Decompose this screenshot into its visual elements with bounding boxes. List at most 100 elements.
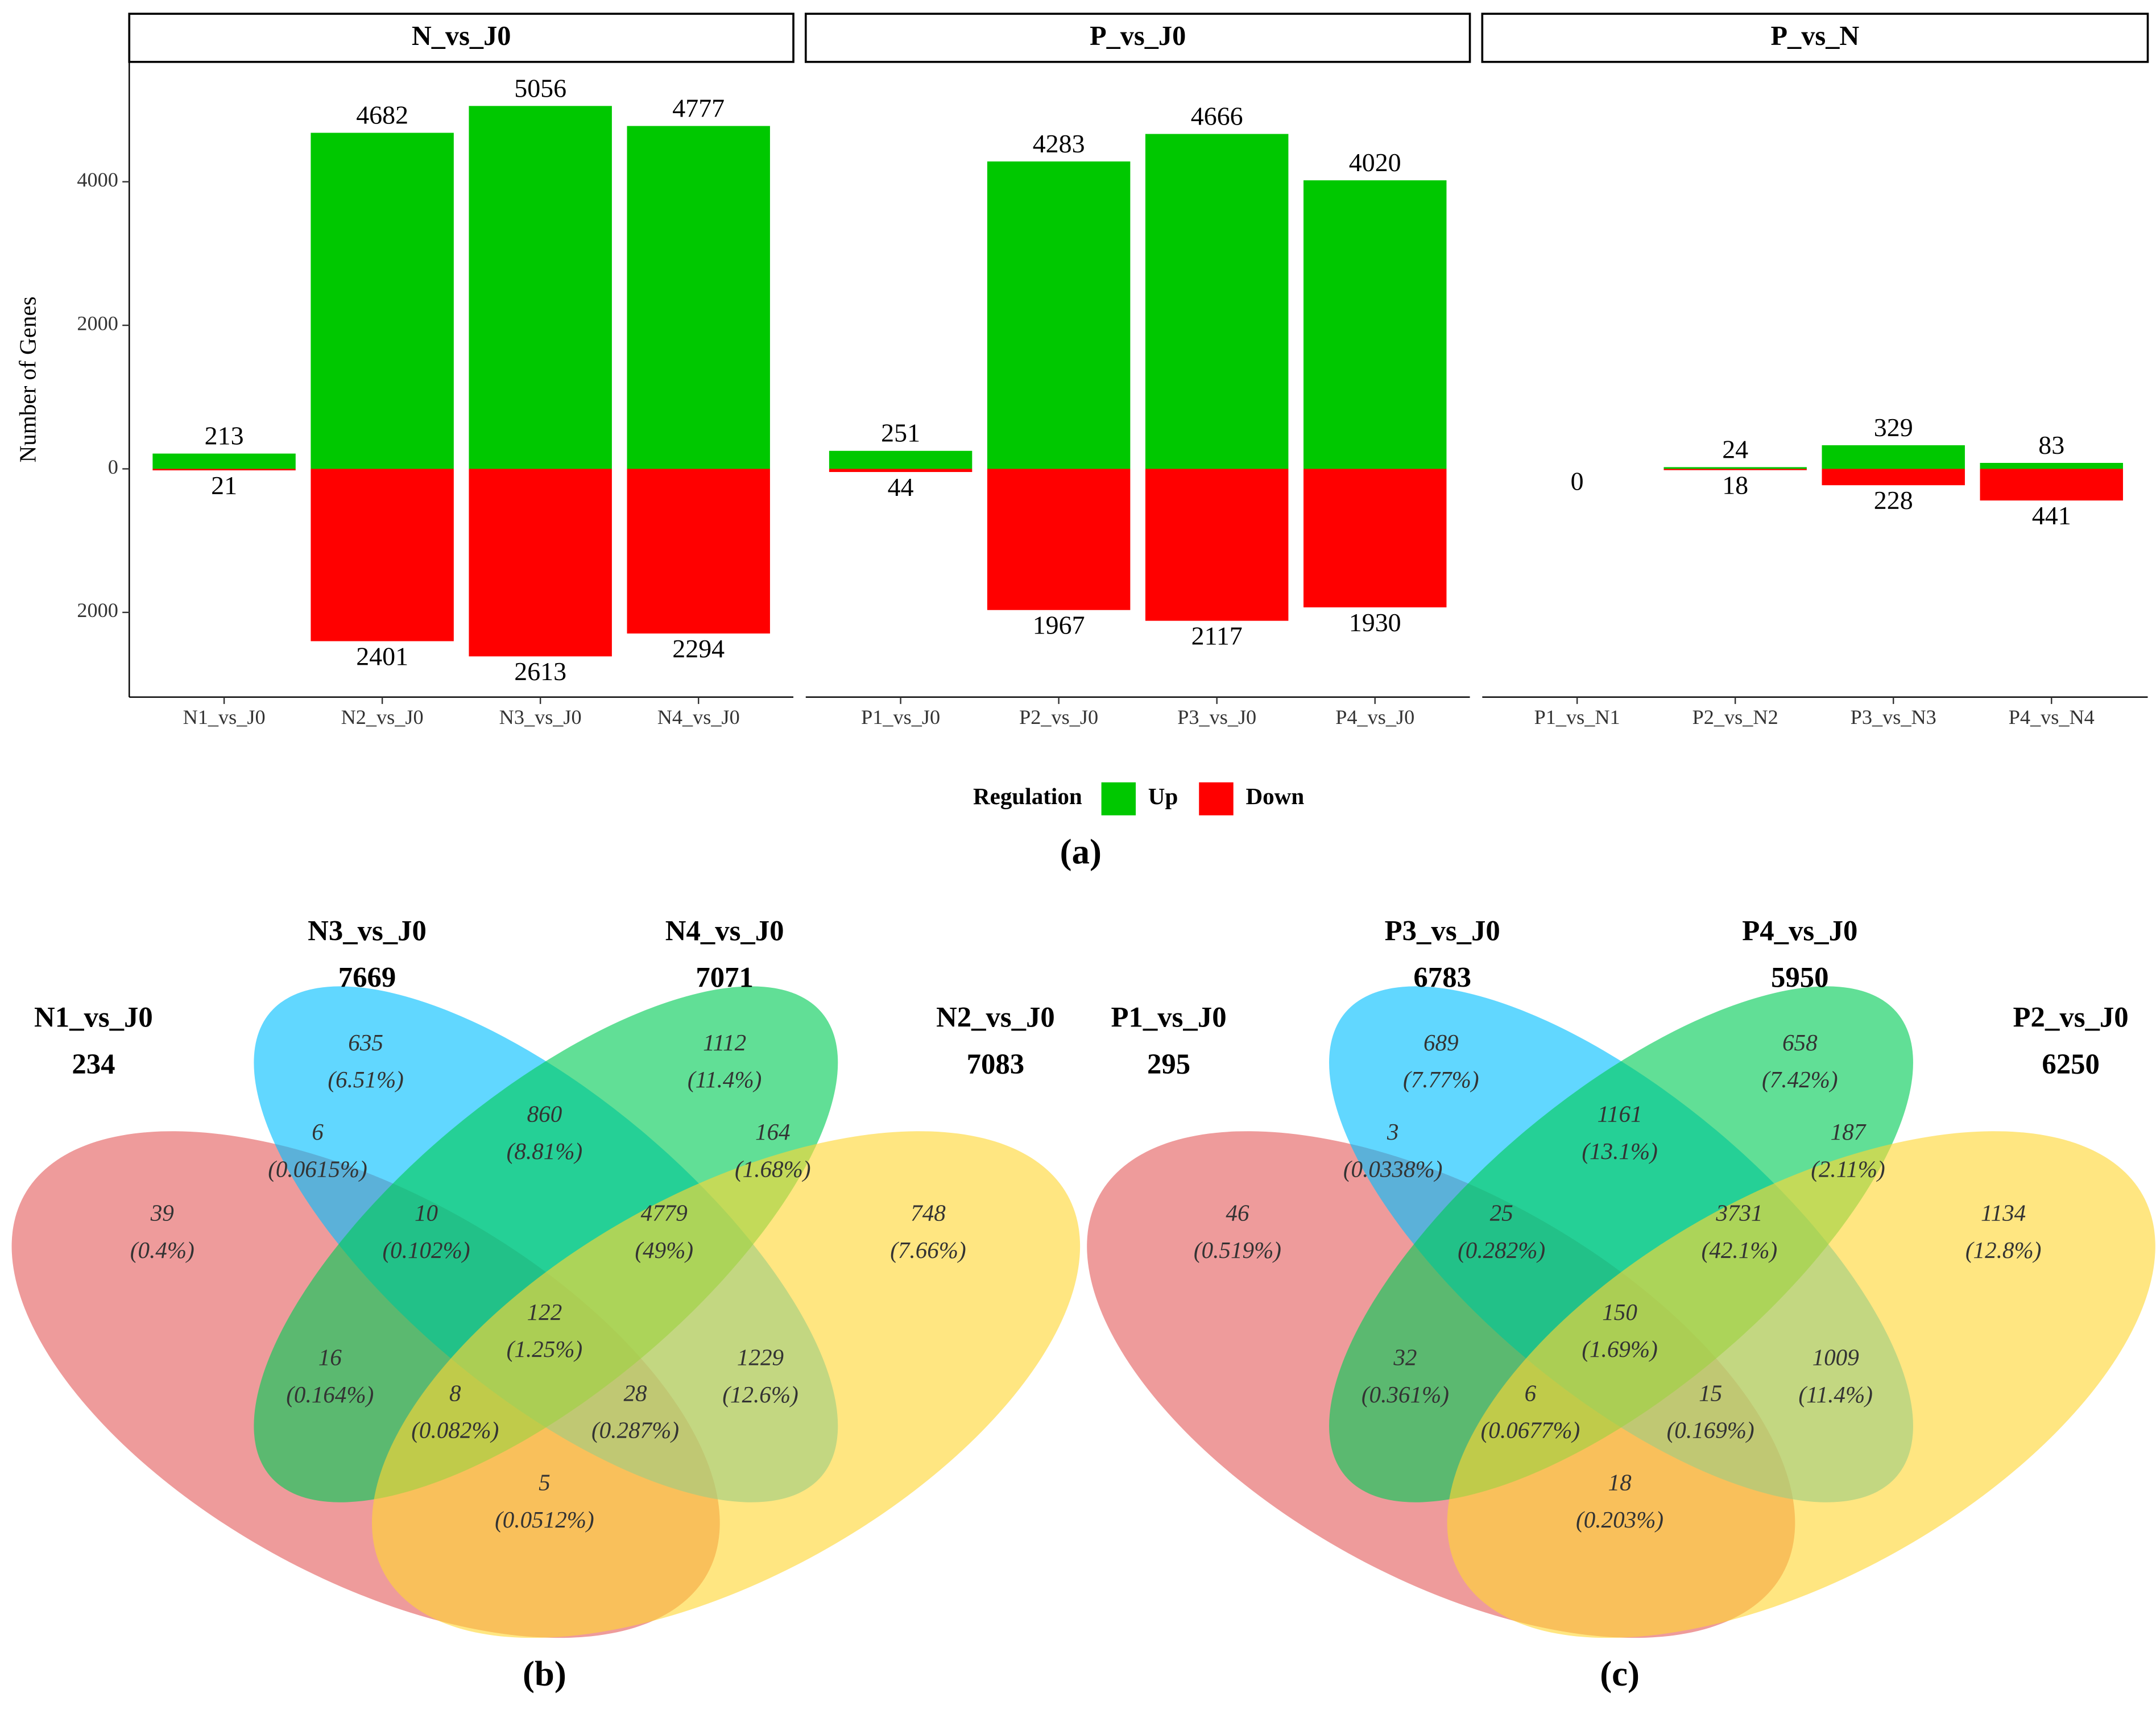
bar bbox=[829, 469, 973, 473]
bar bbox=[829, 450, 973, 469]
value-label: 1967 bbox=[1033, 611, 1085, 640]
set-name: N2_vs_J0 bbox=[936, 1001, 1055, 1033]
legend-swatch bbox=[1199, 782, 1234, 815]
value-label: 24 bbox=[1722, 434, 1748, 463]
set-name: P3_vs_J0 bbox=[1385, 914, 1500, 946]
region-count: 10 bbox=[415, 1200, 438, 1226]
region-percent: (0.203%) bbox=[1576, 1506, 1663, 1533]
x-tick-label: P4_vs_J0 bbox=[1335, 706, 1414, 728]
region-percent: (0.164%) bbox=[286, 1381, 374, 1407]
region-count: 3731 bbox=[1715, 1200, 1762, 1226]
region-percent: (0.519%) bbox=[1194, 1237, 1281, 1263]
value-label: 228 bbox=[1874, 486, 1913, 515]
facet-title: P_vs_J0 bbox=[1090, 21, 1186, 51]
set-total: 7071 bbox=[696, 962, 754, 993]
value-label: 329 bbox=[1874, 413, 1913, 442]
bar bbox=[1822, 445, 1965, 469]
bar bbox=[1822, 469, 1965, 486]
legend-label: Up bbox=[1148, 783, 1178, 809]
region-percent: (12.8%) bbox=[1965, 1237, 2042, 1263]
region-percent: (0.0677%) bbox=[1481, 1417, 1580, 1443]
bar bbox=[1663, 469, 1807, 470]
value-label: 0 bbox=[1571, 467, 1584, 496]
region-percent: (1.25%) bbox=[507, 1336, 583, 1362]
region-count: 25 bbox=[1490, 1200, 1513, 1226]
bar bbox=[1303, 469, 1447, 608]
region-count: 6 bbox=[1525, 1380, 1537, 1406]
region-count: 46 bbox=[1226, 1200, 1249, 1226]
region-count: 4779 bbox=[641, 1200, 688, 1226]
region-percent: (0.082%) bbox=[411, 1417, 499, 1443]
value-label: 4777 bbox=[672, 93, 725, 122]
set-total: 234 bbox=[72, 1048, 115, 1080]
value-label: 44 bbox=[888, 473, 914, 502]
region-percent: (0.102%) bbox=[382, 1237, 470, 1263]
value-label: 213 bbox=[205, 421, 244, 450]
bar bbox=[1663, 467, 1807, 469]
region-count: 15 bbox=[1699, 1380, 1722, 1406]
bar bbox=[152, 469, 296, 471]
region-percent: (0.287%) bbox=[591, 1417, 679, 1443]
value-label: 441 bbox=[2032, 501, 2071, 530]
legend-title: Regulation bbox=[973, 783, 1082, 809]
x-tick-label: P1_vs_N1 bbox=[1534, 706, 1620, 728]
region-percent: (7.66%) bbox=[890, 1237, 966, 1263]
bar bbox=[311, 133, 454, 469]
set-total: 295 bbox=[1147, 1048, 1190, 1080]
region-percent: (0.282%) bbox=[1458, 1237, 1545, 1263]
region-count: 635 bbox=[348, 1029, 383, 1055]
region-count: 1112 bbox=[703, 1029, 746, 1055]
value-label: 1930 bbox=[1349, 608, 1401, 637]
region-percent: (11.4%) bbox=[1798, 1381, 1872, 1407]
bar bbox=[987, 161, 1131, 469]
region-count: 658 bbox=[1782, 1029, 1818, 1055]
panel-label: (c) bbox=[1600, 1654, 1640, 1694]
region-count: 8 bbox=[449, 1380, 461, 1406]
x-tick-label: N1_vs_J0 bbox=[183, 706, 266, 728]
bar bbox=[152, 453, 296, 469]
bar bbox=[1303, 180, 1447, 469]
x-tick-label: P3_vs_N3 bbox=[1851, 706, 1936, 728]
region-count: 5 bbox=[539, 1469, 551, 1496]
region-count: 689 bbox=[1423, 1029, 1459, 1055]
value-label: 21 bbox=[211, 471, 237, 500]
region-count: 16 bbox=[318, 1344, 342, 1371]
set-name: P1_vs_J0 bbox=[1111, 1001, 1227, 1033]
region-percent: (13.1%) bbox=[1582, 1138, 1658, 1164]
region-percent: (7.77%) bbox=[1403, 1066, 1479, 1092]
region-count: 32 bbox=[1393, 1344, 1417, 1371]
set-total: 7669 bbox=[338, 962, 396, 993]
x-tick-label: P1_vs_J0 bbox=[861, 706, 940, 728]
region-percent: (0.169%) bbox=[1667, 1417, 1754, 1443]
value-label: 251 bbox=[881, 419, 920, 448]
y-tick-label: 4000 bbox=[77, 168, 118, 191]
region-count: 164 bbox=[755, 1119, 791, 1145]
set-name: N3_vs_J0 bbox=[308, 914, 427, 946]
value-label: 4666 bbox=[1191, 102, 1243, 131]
region-percent: (0.4%) bbox=[130, 1237, 195, 1263]
y-tick-label: 2000 bbox=[77, 599, 118, 622]
set-name: P2_vs_J0 bbox=[2013, 1001, 2129, 1033]
value-label: 2613 bbox=[514, 657, 566, 686]
x-tick-label: P2_vs_J0 bbox=[1019, 706, 1098, 728]
region-count: 1134 bbox=[1981, 1200, 2026, 1226]
facet-title: P_vs_N bbox=[1771, 21, 1860, 51]
value-label: 2294 bbox=[672, 634, 725, 663]
region-percent: (0.361%) bbox=[1362, 1381, 1449, 1407]
bar bbox=[469, 106, 612, 469]
set-total: 6250 bbox=[2042, 1048, 2100, 1080]
x-tick-label: N2_vs_J0 bbox=[341, 706, 424, 728]
region-percent: (2.11%) bbox=[1811, 1156, 1885, 1182]
region-count: 6 bbox=[312, 1119, 324, 1145]
region-percent: (1.68%) bbox=[735, 1156, 811, 1182]
value-label: 83 bbox=[2038, 430, 2064, 459]
region-count: 28 bbox=[623, 1380, 647, 1406]
region-count: 1229 bbox=[737, 1344, 784, 1371]
bar bbox=[1980, 469, 2123, 501]
region-count: 1161 bbox=[1598, 1101, 1642, 1127]
x-tick-label: N3_vs_J0 bbox=[499, 706, 582, 728]
x-tick-label: P2_vs_N2 bbox=[1692, 706, 1778, 728]
region-count: 748 bbox=[911, 1200, 946, 1226]
